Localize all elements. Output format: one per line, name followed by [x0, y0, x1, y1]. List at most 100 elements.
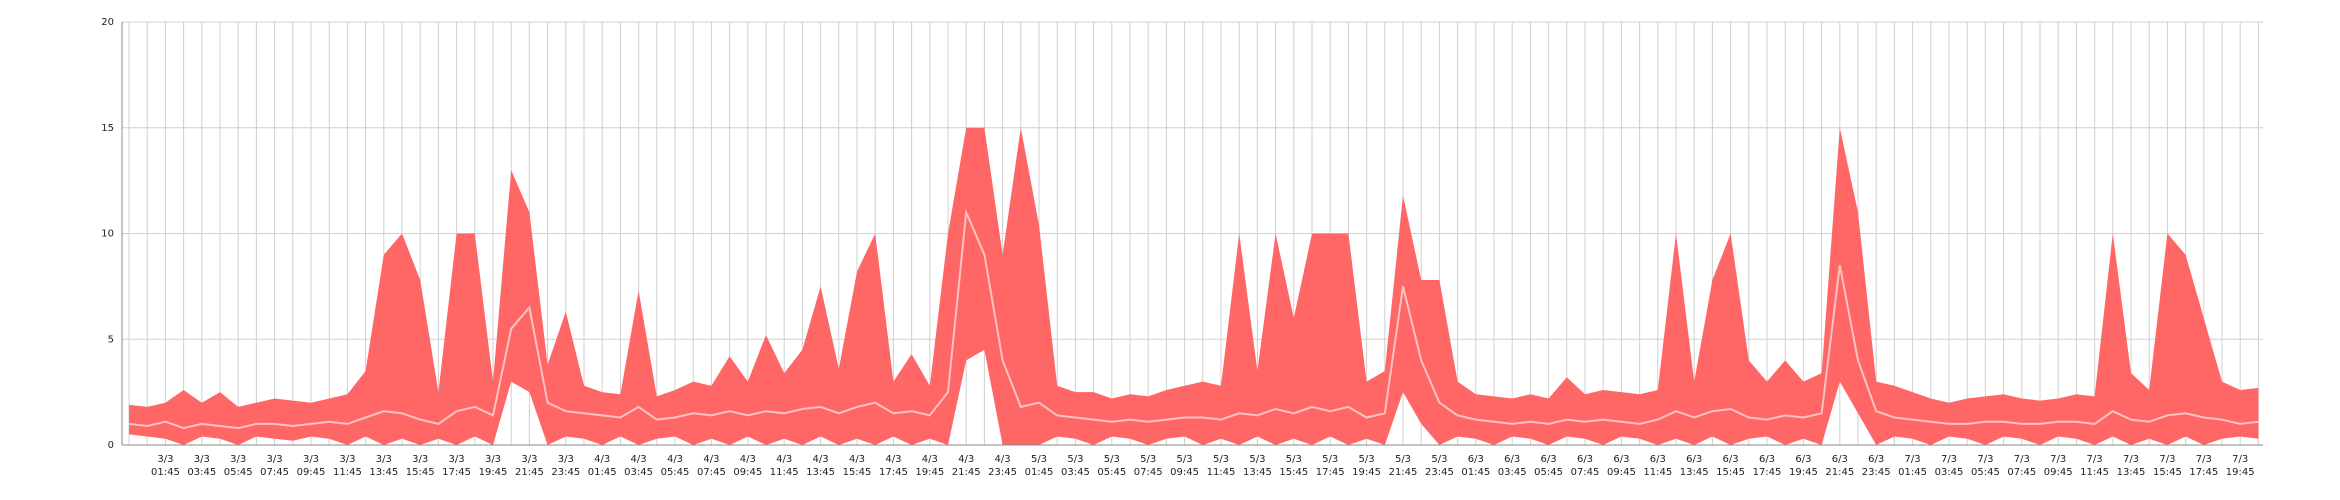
x-tick-label: 5/3 09:45 [1170, 454, 1199, 478]
x-tick-time: 03:45 [624, 467, 653, 478]
y-tick-label: 20 [101, 17, 114, 28]
x-tick-label: 5/3 13:45 [1243, 454, 1272, 478]
x-tick-label: 7/3 09:45 [2044, 454, 2073, 478]
x-tick-date: 6/3 [1686, 454, 1702, 465]
y-tick-label: 5 [108, 334, 114, 345]
x-tick-time: 17:45 [1316, 467, 1345, 478]
x-tick-label: 4/3 15:45 [843, 454, 872, 478]
x-tick-time: 11:45 [1643, 467, 1672, 478]
x-tick-label: 6/3 09:45 [1607, 454, 1636, 478]
range-band [129, 127, 2259, 446]
x-tick-date: 3/3 [558, 454, 574, 465]
x-tick-label: 7/3 01:45 [1898, 454, 1927, 478]
x-tick-time: 21:45 [1825, 467, 1854, 478]
x-tick-date: 3/3 [521, 454, 537, 465]
x-tick-date: 5/3 [1395, 454, 1411, 465]
x-tick-time: 09:45 [1170, 467, 1199, 478]
x-tick-date: 3/3 [230, 454, 246, 465]
x-tick-label: 4/3 11:45 [770, 454, 799, 478]
x-tick-date: 4/3 [703, 454, 719, 465]
x-tick-time: 03:45 [1935, 467, 1964, 478]
x-tick-date: 3/3 [303, 454, 319, 465]
x-tick-label: 3/3 21:45 [515, 454, 544, 478]
x-tick-label: 4/3 03:45 [624, 454, 653, 478]
x-tick-date: 5/3 [1431, 454, 1447, 465]
x-tick-time: 19:45 [1352, 467, 1381, 478]
x-tick-label: 3/3 17:45 [442, 454, 471, 478]
x-tick-label: 5/3 11:45 [1207, 454, 1236, 478]
x-tick-label: 5/3 01:45 [1025, 454, 1054, 478]
x-tick-time: 03:45 [1061, 467, 1090, 478]
x-tick-date: 7/3 [2087, 454, 2103, 465]
x-tick-time: 13:45 [369, 467, 398, 478]
x-tick-label: 3/3 23:45 [551, 454, 580, 478]
x-tick-date: 4/3 [958, 454, 974, 465]
x-tick-time: 11:45 [2080, 467, 2109, 478]
x-tick-label: 3/3 01:45 [151, 454, 180, 478]
x-tick-label: 4/3 05:45 [661, 454, 690, 478]
x-tick-time: 07:45 [2007, 467, 2036, 478]
x-tick-time: 23:45 [1862, 467, 1891, 478]
x-tick-date: 3/3 [157, 454, 173, 465]
average-line [128, 208, 2259, 430]
x-tick-time: 23:45 [1425, 467, 1454, 478]
x-tick-date: 3/3 [376, 454, 392, 465]
x-tick-date: 6/3 [1613, 454, 1629, 465]
x-tick-label: 5/3 03:45 [1061, 454, 1090, 478]
x-tick-date: 4/3 [631, 454, 647, 465]
x-tick-time: 17:45 [2189, 467, 2218, 478]
x-tick-time: 05:45 [1534, 467, 1563, 478]
x-tick-label: 4/3 23:45 [988, 454, 1017, 478]
x-tick-time: 21:45 [1389, 467, 1418, 478]
x-tick-time: 23:45 [551, 467, 580, 478]
x-tick-label: 5/3 07:45 [1134, 454, 1163, 478]
x-tick-time: 19:45 [2226, 467, 2255, 478]
x-tick-date: 6/3 [1504, 454, 1520, 465]
x-tick-time: 13:45 [806, 467, 835, 478]
x-tick-time: 03:45 [187, 467, 216, 478]
x-tick-label: 3/3 11:45 [333, 454, 362, 478]
x-tick-date: 6/3 [1832, 454, 1848, 465]
x-tick-label: 7/3 07:45 [2007, 454, 2036, 478]
x-tick-label: 7/3 19:45 [2226, 454, 2255, 478]
x-tick-label: 6/3 07:45 [1571, 454, 1600, 478]
x-tick-label: 6/3 21:45 [1825, 454, 1854, 478]
x-tick-time: 15:45 [843, 467, 872, 478]
x-tick-time: 01:45 [1461, 467, 1490, 478]
x-tick-time: 11:45 [770, 467, 799, 478]
x-tick-label: 4/3 09:45 [733, 454, 762, 478]
x-tick-label: 7/3 15:45 [2153, 454, 2182, 478]
x-tick-time: 07:45 [1134, 467, 1163, 478]
x-tick-date: 5/3 [1031, 454, 1047, 465]
x-tick-time: 05:45 [1097, 467, 1126, 478]
x-tick-date: 3/3 [267, 454, 283, 465]
x-tick-time: 13:45 [1680, 467, 1709, 478]
x-tick-label: 5/3 15:45 [1279, 454, 1308, 478]
x-tick-date: 5/3 [1249, 454, 1265, 465]
x-tick-date: 6/3 [1795, 454, 1811, 465]
x-tick-date: 5/3 [1067, 454, 1083, 465]
x-tick-time: 21:45 [952, 467, 981, 478]
x-tick-date: 4/3 [922, 454, 938, 465]
x-tick-label: 6/3 03:45 [1498, 454, 1527, 478]
x-tick-date: 7/3 [2123, 454, 2139, 465]
x-tick-date: 7/3 [1941, 454, 1957, 465]
x-tick-time: 17:45 [879, 467, 908, 478]
x-tick-time: 03:45 [1498, 467, 1527, 478]
x-tick-time: 01:45 [1025, 467, 1054, 478]
x-tick-time: 15:45 [2153, 467, 2182, 478]
x-tick-label: 4/3 13:45 [806, 454, 835, 478]
x-tick-time: 01:45 [151, 467, 180, 478]
x-tick-date: 7/3 [2196, 454, 2212, 465]
x-tick-label: 3/3 05:45 [224, 454, 253, 478]
x-tick-time: 19:45 [1789, 467, 1818, 478]
x-tick-label: 6/3 13:45 [1680, 454, 1709, 478]
x-tick-date: 4/3 [813, 454, 829, 465]
x-tick-label: 5/3 05:45 [1097, 454, 1126, 478]
x-tick-date: 3/3 [449, 454, 465, 465]
x-tick-date: 6/3 [1759, 454, 1775, 465]
x-tick-label: 7/3 05:45 [1971, 454, 2000, 478]
x-tick-time: 13:45 [1243, 467, 1272, 478]
x-tick-label: 3/3 13:45 [369, 454, 398, 478]
x-tick-label: 7/3 17:45 [2189, 454, 2218, 478]
